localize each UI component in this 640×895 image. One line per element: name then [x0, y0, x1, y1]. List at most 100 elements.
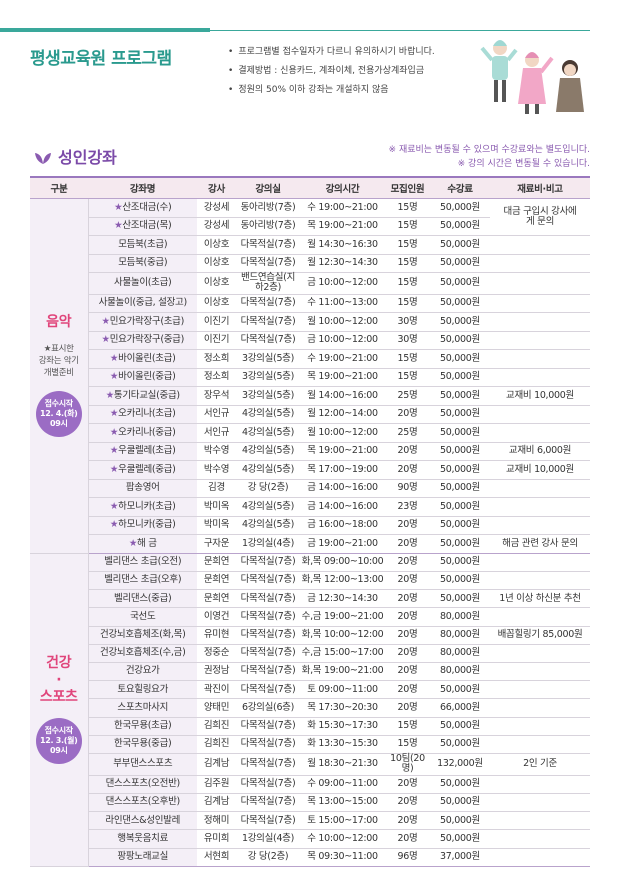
table-row: 댄스스포츠(오전반) 김주원 다목적실(7층) 수 09:00~11:00 20명 50,…: [30, 775, 590, 795]
note: [490, 848, 590, 867]
course-name: ★바이올린(중급): [88, 368, 197, 388]
instructor: 정소희: [197, 368, 236, 388]
course-name: 행복웃음치료: [88, 829, 197, 849]
page-title: 평생교육원 프로그램: [30, 49, 172, 69]
course-name: 댄스스포츠(오전반): [88, 775, 197, 795]
note: [490, 368, 590, 388]
course-name: 건강요가: [88, 662, 197, 682]
table-row: ★바이올린(초급) 정소희 3강의실(5층) 수 19:00~21:00 15명 50,0…: [30, 349, 590, 369]
badge: 접수시작 12. 4.(화) 09시: [35, 391, 82, 438]
instructor: 김희진: [197, 717, 236, 736]
course-name: 부부댄스스포츠: [88, 753, 197, 776]
course-name: ★오카리나(중급): [88, 423, 197, 443]
note: [490, 553, 590, 573]
table-row: ★산조대금(목) 강성세 동아리방(7층) 목 19:00~21:00 15명 50,00…: [30, 217, 590, 236]
capacity: 20명: [385, 516, 430, 536]
room: 강 당(2층): [236, 479, 300, 499]
capacity: 15명: [385, 217, 430, 236]
fee: 50,000원: [430, 589, 490, 609]
fee: 50,000원: [430, 717, 490, 736]
instructor: 서인규: [197, 423, 236, 443]
course-name: ★하모니카(중급): [88, 516, 197, 536]
fee: 50,000원: [430, 217, 490, 236]
table-row: 벨리댄스(중급) 문희연 다목적실(7층) 금 12:30~14:30 20명 50,00…: [30, 589, 590, 609]
fee: 80,000원: [430, 626, 490, 645]
room: 3강의실(5층): [236, 386, 300, 406]
fee: 37,000원: [430, 848, 490, 867]
note: [490, 698, 590, 718]
class-time: 수,금 19:00~21:00: [300, 607, 385, 627]
class-time: 목 19:00~21:00: [300, 368, 385, 388]
fee: 50,000원: [430, 516, 490, 536]
class-time: 토 15:00~17:00: [300, 811, 385, 831]
instructor: 이상호: [197, 294, 236, 314]
capacity: 30명: [385, 312, 430, 332]
fee: 50,000원: [430, 235, 490, 255]
note: 배꼽힐링기 85,000원: [490, 626, 590, 645]
class-time: 월 10:00~12:00: [300, 423, 385, 443]
room: 3강의실(5층): [236, 368, 300, 388]
class-time: 금 14:00~16:00: [300, 497, 385, 517]
instructor: 박미옥: [197, 516, 236, 536]
course-name: 한국무용(중급): [88, 735, 197, 754]
capacity: 20명: [385, 442, 430, 462]
class-time: 목 19:00~21:00: [300, 217, 385, 236]
room: 다목적실(7층): [236, 553, 300, 573]
capacity: 15명: [385, 272, 430, 295]
fee: 50,000원: [430, 405, 490, 425]
capacity: 20명: [385, 793, 430, 813]
room: 다목적실(7층): [236, 680, 300, 700]
room: 4강의실(5층): [236, 442, 300, 462]
course-name: 팝송영어: [88, 479, 197, 499]
class-time: 금 14:00~16:00: [300, 479, 385, 499]
class-time: 목 19:00~21:00: [300, 442, 385, 462]
course-name: ★우쿨렐레(초급): [88, 442, 197, 462]
course-name: 댄스스포츠(오후반): [88, 793, 197, 813]
header-note: 정원의 50% 이하 강좌는 개설하지 않음: [228, 82, 435, 101]
instructor: 박미옥: [197, 497, 236, 517]
class-time: 금 10:00~12:00: [300, 272, 385, 295]
class-time: 수 19:00~21:00: [300, 349, 385, 369]
instructor: 김희진: [197, 735, 236, 754]
instructor: 김경: [197, 479, 236, 499]
fee: 50,000원: [430, 735, 490, 754]
note: [490, 312, 590, 332]
class-time: 월 14:30~16:30: [300, 235, 385, 255]
capacity: 15명: [385, 198, 430, 218]
room: 6강의실(6층): [236, 698, 300, 718]
fee: 50,000원: [430, 272, 490, 295]
badge-line: 접수시작: [44, 726, 74, 736]
table-row: 사물놀이(초급) 이상호 밴드연습실(지하2층) 금 10:00~12:00 15명 50…: [30, 272, 590, 295]
class-time: 수 19:00~21:00: [300, 198, 385, 218]
column-header: 재료비·비고: [490, 176, 590, 199]
note: [490, 829, 590, 849]
badge-line: 09시: [49, 419, 68, 429]
class-time: 화 13:30~15:30: [300, 735, 385, 754]
course-name: 벨리댄스 초급(오후): [88, 571, 197, 591]
room: 다목적실(7층): [236, 793, 300, 813]
class-time: 월 10:00~12:00: [300, 312, 385, 332]
instructor: 강성세: [197, 217, 236, 236]
badge-line: 12. 3.(월): [39, 736, 78, 746]
badge-line: 09시: [49, 746, 68, 756]
course-name: 사물놀이(중급, 설장고): [88, 294, 197, 314]
header-row: 구분 강좌명 강사 강의실 강의시간 모집인원 수강료 재료비·비고: [30, 176, 590, 199]
class-time: 월 18:30~21:30: [300, 753, 385, 776]
capacity: 20명: [385, 644, 430, 664]
group-label: 음악: [31, 314, 87, 331]
table-row: 라인댄스&성인발레 정해미 다목적실(7층) 토 15:00~17:00 20명 50,0…: [30, 811, 590, 831]
instructor: 구자운: [197, 534, 236, 554]
course-name: 라인댄스&성인발레: [88, 811, 197, 831]
table-row: 모듬북(중급) 이상호 다목적실(7층) 월 12:30~14:30 15명 50,000…: [30, 254, 590, 273]
capacity: 10팀(20명): [385, 753, 430, 776]
course-name: 벨리댄스(중급): [88, 589, 197, 609]
note: 교재비 6,000원: [490, 442, 590, 462]
fee: 50,000원: [430, 497, 490, 517]
class-time: 목 17:00~19:00: [300, 460, 385, 480]
top-line: [210, 30, 590, 31]
course-name: ★우쿨렐레(중급): [88, 460, 197, 480]
instructor: 김주원: [197, 775, 236, 795]
capacity: 20명: [385, 829, 430, 849]
section-note: ※ 강의 시간은 변동될 수 있습니다.: [457, 159, 590, 169]
